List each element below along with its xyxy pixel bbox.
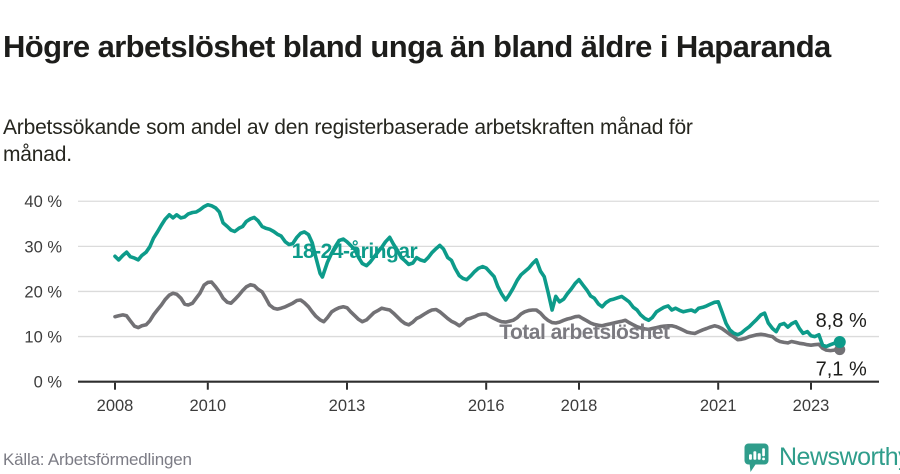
end-value-label-young: 8,8 % [816, 310, 867, 332]
page-subtitle: Arbetssökande som andel av den registerb… [3, 116, 693, 166]
x-axis-tick-label: 2016 [468, 397, 505, 415]
series-label-young: 18-24-åringar [292, 240, 418, 263]
series-line-total [113, 280, 842, 353]
end-value-label-total: 7,1 % [816, 359, 867, 381]
page-title: Högre arbetslöshet bland unga än bland ä… [3, 28, 831, 64]
newsworthy-wordmark: Newsworthy [779, 443, 900, 471]
newsworthy-speech-bubble-bar-chart-icon [744, 443, 769, 472]
x-axis-tick-label: 2018 [561, 397, 598, 415]
y-axis-tick-label: 0 % [34, 374, 63, 392]
y-axis-tick-label: 10 % [24, 329, 62, 347]
x-axis-tick-label: 2013 [329, 397, 366, 415]
y-axis-tick-label: 20 % [24, 283, 62, 301]
x-axis-tick-label: 2021 [700, 397, 737, 415]
series-line-young [113, 203, 842, 349]
y-axis-tick-label: 40 % [24, 193, 62, 211]
x-axis-tick-label: 2023 [793, 397, 830, 415]
source-note: Källa: Arbetsförmedlingen [3, 450, 192, 469]
x-axis-tick-label: 2010 [189, 397, 226, 415]
y-axis-tick-label: 30 % [24, 238, 62, 256]
x-axis-tick-label: 2008 [97, 397, 134, 415]
series-label-total: Total arbetslöshet [499, 321, 670, 344]
series-end-dot-young [833, 335, 846, 348]
newsworthy-brand: Newsworthy [744, 443, 900, 473]
